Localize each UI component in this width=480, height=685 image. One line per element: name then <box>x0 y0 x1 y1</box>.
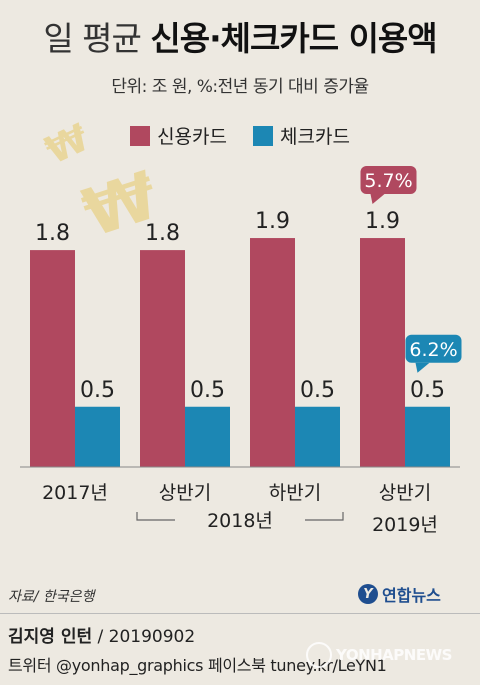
legend-label-check: 체크카드 <box>280 126 350 148</box>
callout-pointer-1 <box>415 362 430 373</box>
group-bracket-left <box>136 512 175 521</box>
bar-credit-3 <box>360 238 405 467</box>
data-label-check-3: 0.5 <box>410 378 445 403</box>
x-tick-label-1: 상반기 <box>159 482 211 504</box>
legend-label-credit: 신용카드 <box>157 126 227 148</box>
x-tick-label-2: 하반기 <box>269 482 321 504</box>
title-prefix: 일 평균 <box>43 19 151 58</box>
x-tick-label-0: 2017년 <box>42 482 108 504</box>
callout-bubble-1 <box>405 334 462 363</box>
x-tick-label-3: 상반기 <box>379 482 431 504</box>
callout-bubble-0 <box>360 166 417 195</box>
legend: 신용카드 체크카드 <box>0 122 480 149</box>
credit-date: / 20190902 <box>92 627 196 647</box>
unit-note: 단위: 조 원, %:전년 동기 대비 증가율 <box>111 77 369 97</box>
bar-credit-2 <box>250 238 295 467</box>
bar-credit-0 <box>30 250 75 467</box>
footer-divider <box>0 613 480 614</box>
data-label-check-2: 0.5 <box>300 378 335 403</box>
credit-author: 김지영 인턴 / 20190902 <box>8 622 195 647</box>
bar-check-2 <box>295 406 340 467</box>
callout-pointer-0 <box>370 194 385 205</box>
data-label-check-1: 0.5 <box>190 378 225 403</box>
credit-social: 트위터 @yonhap_graphics 페이스북 tuney.kr/LeYN1 <box>8 656 387 675</box>
bar-check-0 <box>75 406 120 467</box>
yonhap-logo-text: 연합뉴스 <box>382 586 441 605</box>
callout-text-1: 6.2% <box>409 339 457 361</box>
yonhap-logo: Y 연합뉴스 <box>358 582 441 606</box>
x-tick-sublabel-3: 2019년 <box>372 514 438 536</box>
legend-item-credit: 신용카드 <box>130 122 227 149</box>
callout-text-0: 5.7% <box>364 170 412 192</box>
bar-credit-1 <box>140 250 185 467</box>
watermark: YONHAPNEWS <box>306 642 452 668</box>
bar-check-1 <box>185 406 230 467</box>
author-name: 김지영 인턴 <box>8 627 93 647</box>
group-label-2018: 2018년 <box>207 510 273 532</box>
source-note: 자료/ 한국은행 <box>8 589 95 605</box>
watermark-icon <box>306 642 332 668</box>
legend-swatch-credit <box>130 125 151 146</box>
watermark-text: YONHAPNEWS <box>336 646 452 664</box>
data-label-credit-0: 1.8 <box>35 221 70 246</box>
group-bracket-right <box>305 512 344 521</box>
chart-title: 일 평균 신용·체크카드 이용액 <box>0 12 480 60</box>
title-main: 신용·체크카드 이용액 <box>150 19 437 58</box>
yonhap-logo-icon: Y <box>358 584 378 604</box>
bar-chart: 1.8 1.8 1.9 1.9 0.5 0.5 0.5 0.5 5.7% 6.2% 2017년 상반기… <box>20 166 462 536</box>
legend-item-check: 체크카드 <box>253 122 350 149</box>
bar-check-3 <box>405 406 450 467</box>
data-label-credit-3: 1.9 <box>365 209 400 234</box>
data-label-credit-1: 1.8 <box>145 221 180 246</box>
legend-swatch-check <box>253 125 273 146</box>
data-label-credit-2: 1.9 <box>255 209 290 234</box>
data-label-check-0: 0.5 <box>80 378 115 403</box>
